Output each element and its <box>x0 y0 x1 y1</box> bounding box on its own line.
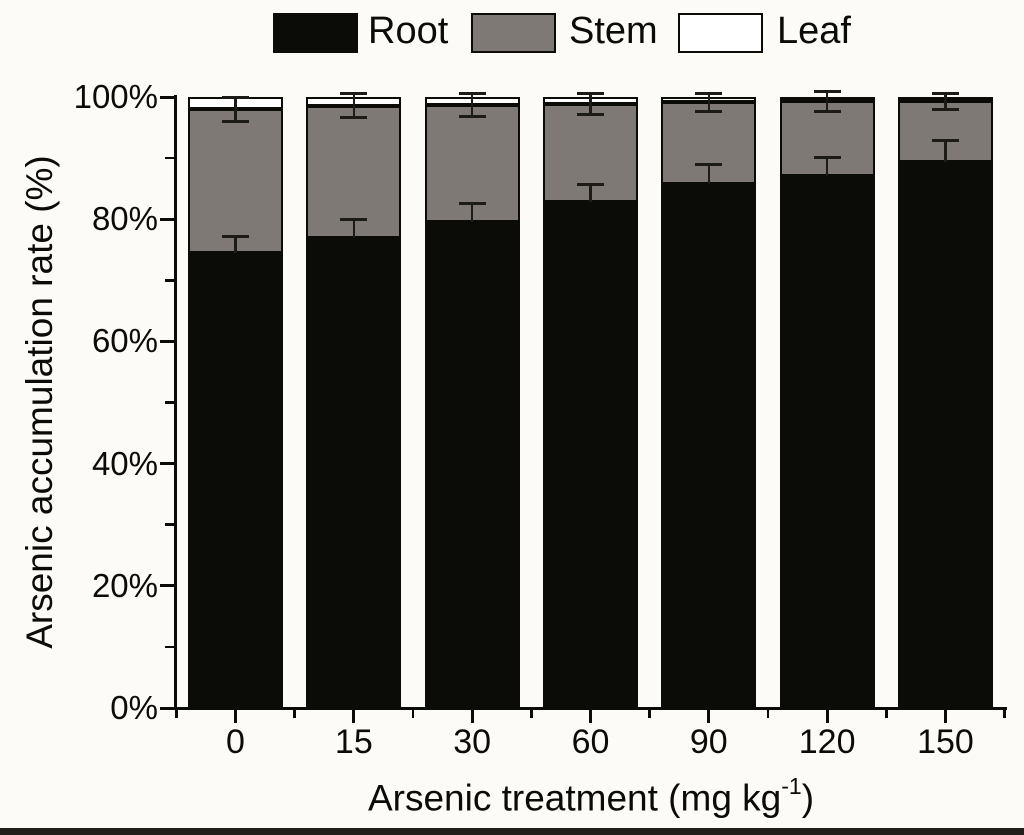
legend-swatch-root <box>273 13 358 53</box>
error-bar-root-line <box>470 203 474 222</box>
y-tick <box>160 584 174 588</box>
error-bar-stem-line <box>470 93 474 117</box>
error-bar-root-cap <box>458 201 486 205</box>
x-minor-tick <box>766 709 770 718</box>
error-bar-stem-cap-top <box>695 91 723 95</box>
x-minor-tick <box>648 709 651 718</box>
legend-label-stem: Stem <box>569 10 658 52</box>
error-bar-root-line <box>589 184 592 203</box>
bar-segment-root <box>542 202 638 708</box>
error-bar-root-line <box>234 236 237 253</box>
error-bar-root-cap <box>340 218 368 222</box>
error-bar-stem-cap-top <box>576 92 604 96</box>
error-bar-root-line <box>944 140 947 162</box>
error-bar-stem-cap-bottom <box>695 110 723 114</box>
bar-segment-root <box>188 252 283 708</box>
error-bar-stem-cap-top <box>813 90 841 93</box>
error-bar-stem-cap-top <box>222 95 249 99</box>
error-bar-root-line <box>707 164 711 185</box>
x-axis-title: Arsenic treatment (mg kg-1) <box>176 773 1006 819</box>
bar-segment-root <box>306 237 402 708</box>
y-tick-label: 20% <box>91 566 158 604</box>
x-tick-label: 15 <box>334 723 373 761</box>
bar-segment-root <box>661 184 757 708</box>
x-tick-label: 60 <box>571 723 610 761</box>
error-bar-stem-cap-bottom <box>222 119 249 123</box>
bottom-edge <box>0 828 1024 835</box>
error-bar-stem-line <box>944 93 947 110</box>
y-tick <box>160 462 174 466</box>
error-bar-stem-line <box>352 93 356 118</box>
x-minor-tick <box>293 709 296 718</box>
y-minor-tick <box>165 523 174 526</box>
error-bar-root-cap <box>695 162 723 166</box>
x-minor-tick <box>1003 709 1006 718</box>
x-tick <box>588 709 592 723</box>
legend-swatch-leaf <box>678 13 763 53</box>
bar-segment-root <box>897 161 993 708</box>
x-tick-label: 90 <box>689 723 728 761</box>
y-tick-label: 100% <box>73 78 158 115</box>
error-bar-stem-cap-bottom <box>576 113 604 117</box>
y-tick <box>160 339 174 343</box>
x-axis-title-main: Arsenic treatment (mg kg <box>367 777 782 819</box>
x-tick-label: 0 <box>226 723 245 761</box>
y-tick-label: 0% <box>110 689 158 726</box>
error-bar-root-line <box>352 219 356 238</box>
y-minor-tick <box>165 401 174 404</box>
y-axis-title: Arsenic accumulation rate (%) <box>19 155 60 649</box>
error-bar-root-cap <box>222 234 249 238</box>
error-bar-root-cap <box>576 182 604 186</box>
x-tick <box>470 709 474 723</box>
error-bar-root-line <box>825 157 829 177</box>
x-tick-label: 30 <box>453 723 492 761</box>
x-minor-tick <box>885 709 888 718</box>
x-tick-label: 150 <box>917 723 974 761</box>
y-minor-tick <box>165 156 174 160</box>
x-axis-title-superscript: -1 <box>781 773 802 799</box>
x-axis-title-end: ) <box>801 777 815 819</box>
legend-swatch-stem <box>471 13 556 53</box>
x-axis-line <box>174 706 1007 710</box>
y-tick-label: 60% <box>91 322 158 360</box>
error-bar-stem-cap-bottom <box>813 109 841 113</box>
x-minor-tick <box>530 709 533 718</box>
bar-segment-root <box>424 221 520 708</box>
error-bar-stem-cap-bottom <box>931 107 959 111</box>
bar-segment-stem <box>188 109 283 253</box>
legend-label-root: Root <box>368 10 449 52</box>
legend-label-leaf: Leaf <box>777 10 851 52</box>
y-tick <box>160 706 174 710</box>
x-tick <box>825 709 829 723</box>
x-minor-tick <box>411 709 415 718</box>
error-bar-stem-cap-bottom <box>458 115 486 119</box>
x-tick <box>234 709 237 723</box>
y-axis-line <box>174 95 177 710</box>
bar-segment-root <box>779 176 875 708</box>
x-tick-label: 120 <box>798 723 856 761</box>
y-tick-label: 80% <box>91 200 158 238</box>
error-bar-stem-line <box>589 93 592 115</box>
error-bar-stem-line <box>707 93 711 112</box>
y-minor-tick <box>165 279 174 282</box>
error-bar-root-cap <box>931 139 959 143</box>
x-tick <box>943 709 947 723</box>
error-bar-stem-cap-bottom <box>340 115 368 119</box>
x-tick <box>707 709 711 723</box>
error-bar-stem-line <box>825 91 829 112</box>
error-bar-stem-cap-top <box>931 91 959 95</box>
error-bar-stem-line <box>234 97 237 122</box>
error-bar-stem-cap-top <box>458 91 486 95</box>
y-tick <box>160 95 174 99</box>
error-bar-stem-cap-top <box>340 92 368 96</box>
y-tick-label: 40% <box>91 444 158 482</box>
y-tick <box>160 217 174 221</box>
y-minor-tick <box>165 645 174 649</box>
error-bar-root-cap <box>813 155 841 159</box>
x-tick <box>352 709 356 723</box>
x-minor-tick <box>175 709 178 718</box>
